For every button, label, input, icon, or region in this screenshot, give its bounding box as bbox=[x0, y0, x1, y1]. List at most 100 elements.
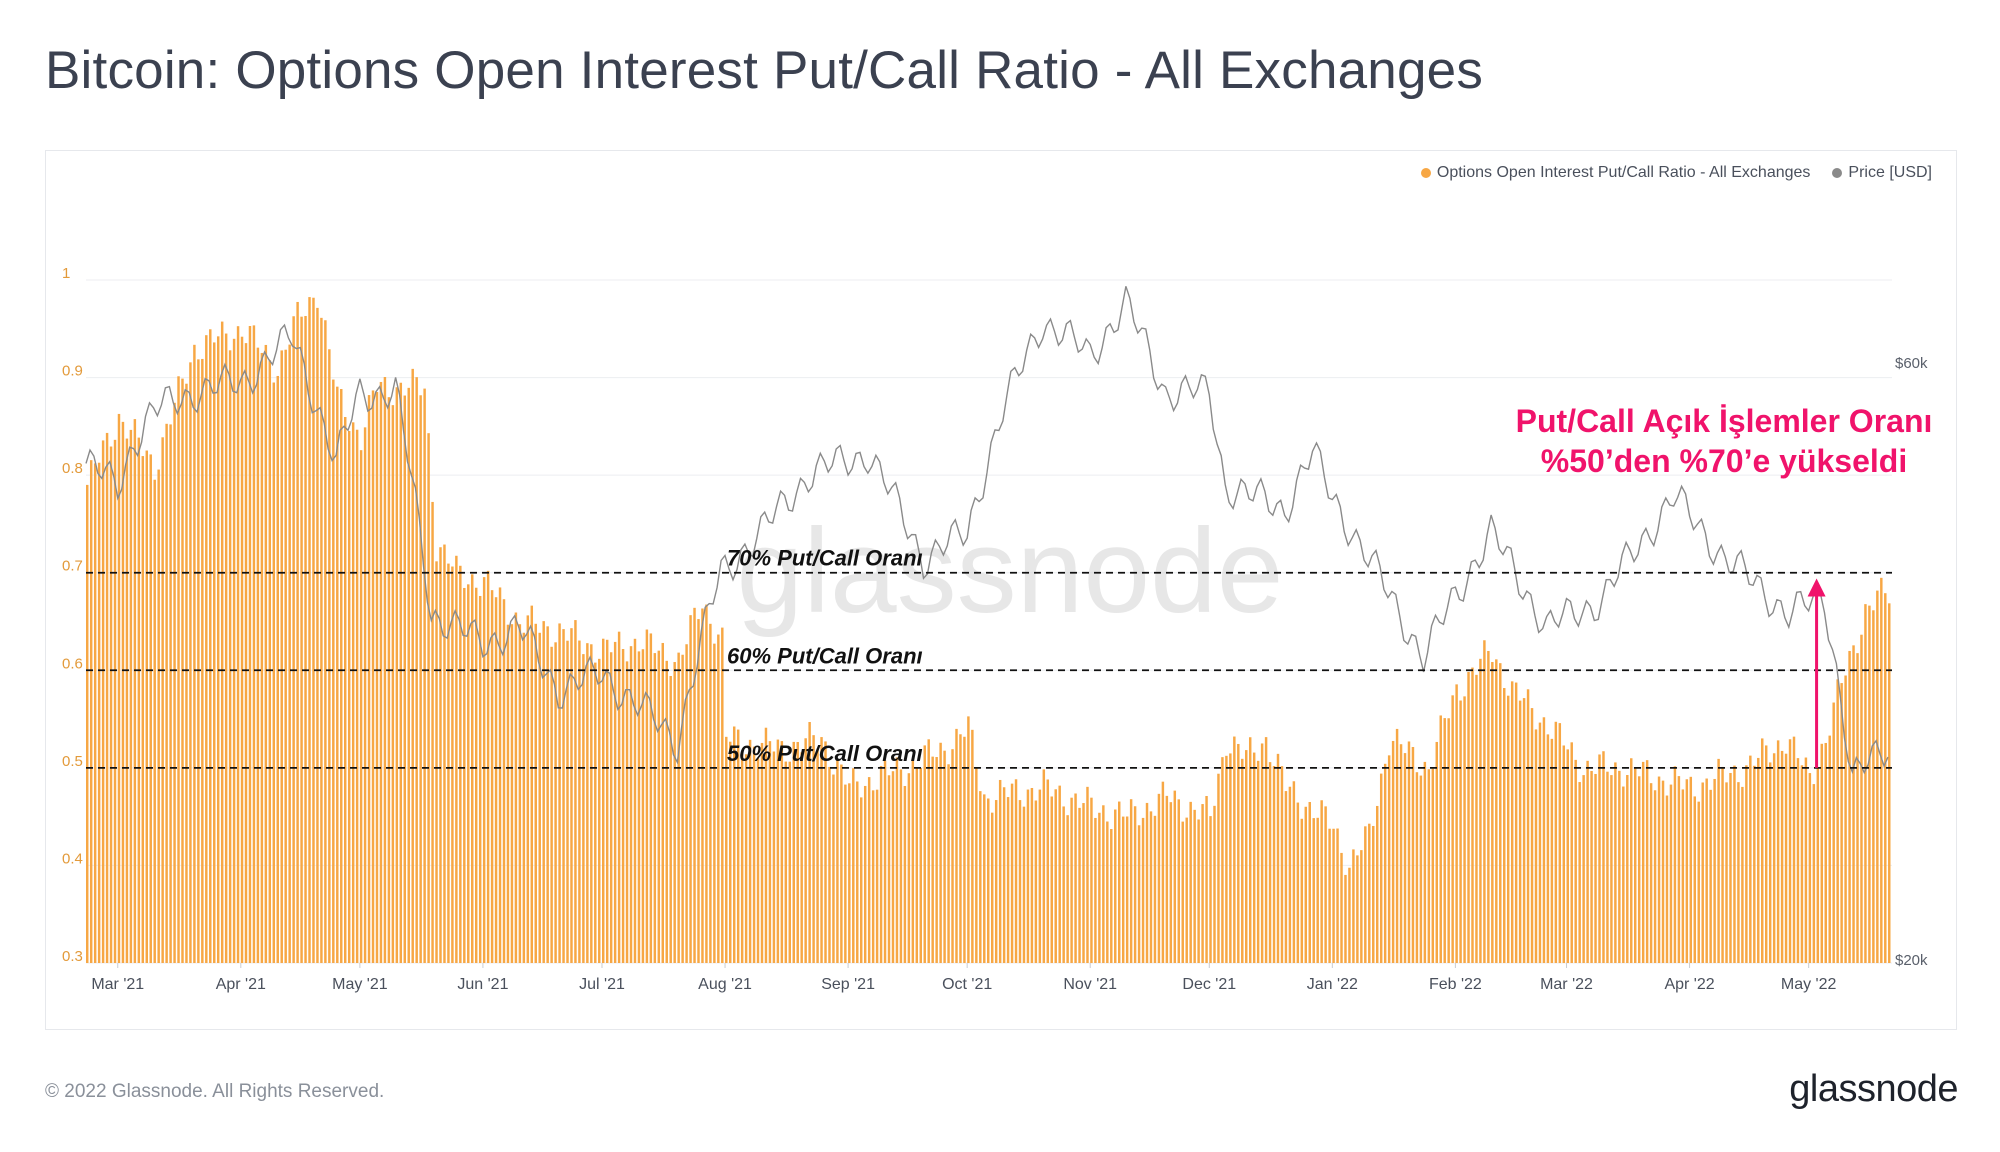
ratio-bar bbox=[1479, 658, 1482, 963]
ratio-bar bbox=[474, 587, 478, 963]
ratio-bar bbox=[336, 386, 339, 963]
ratio-bar bbox=[1757, 757, 1760, 963]
ratio-bar bbox=[1324, 806, 1327, 963]
ratio-bar bbox=[1491, 662, 1494, 963]
guide-line-label: 60% Put/Call Oranı bbox=[727, 643, 923, 668]
ratio-bar bbox=[1872, 610, 1875, 963]
ratio-bar bbox=[1082, 803, 1085, 963]
ratio-bar bbox=[1673, 766, 1677, 963]
ratio-bar bbox=[133, 419, 137, 963]
ratio-bar bbox=[344, 417, 347, 963]
ratio-bar bbox=[736, 729, 740, 963]
ratio-bar bbox=[983, 794, 986, 963]
ratio-bar bbox=[1657, 776, 1661, 963]
ratio-bar bbox=[1252, 752, 1256, 963]
ratio-bar bbox=[709, 623, 712, 963]
ratio-bar bbox=[1356, 855, 1359, 963]
ratio-bar bbox=[602, 638, 605, 963]
ratio-bar bbox=[1717, 758, 1720, 963]
ratio-bar bbox=[856, 781, 859, 963]
ratio-bar bbox=[1165, 795, 1169, 963]
ratio-bar bbox=[558, 623, 561, 963]
ratio-bar bbox=[1387, 755, 1391, 963]
ratio-bar bbox=[324, 320, 327, 963]
ratio-bar bbox=[1594, 773, 1597, 963]
ratio-bar bbox=[379, 381, 383, 963]
ratio-bar bbox=[185, 383, 188, 964]
ratio-bar bbox=[280, 350, 283, 963]
ratio-bar bbox=[153, 479, 156, 963]
ratio-bar bbox=[1864, 604, 1867, 963]
ratio-bar bbox=[340, 388, 343, 963]
legend-item-ratio[interactable]: Options Open Interest Put/Call Ratio - A… bbox=[1420, 164, 1810, 182]
ratio-bar bbox=[732, 726, 736, 963]
ratio-bar bbox=[990, 812, 994, 963]
ratio-bar bbox=[1804, 757, 1808, 963]
ratio-bar bbox=[1209, 816, 1212, 963]
ratio-bar bbox=[1725, 782, 1728, 963]
ratio-bar bbox=[189, 362, 192, 963]
ratio-bar bbox=[613, 641, 617, 963]
ratio-bar bbox=[1844, 675, 1847, 963]
ratio-bar bbox=[1245, 750, 1248, 963]
ratio-bar bbox=[1411, 747, 1415, 963]
ratio-bar bbox=[792, 741, 795, 963]
ratio-bar bbox=[367, 395, 371, 963]
x-tick-label: Feb '22 bbox=[1429, 976, 1482, 993]
y-left-tick-label: 1 bbox=[62, 265, 70, 282]
guide-line-label: 50% Put/Call Oranı bbox=[727, 741, 923, 766]
ratio-bar bbox=[1217, 773, 1220, 963]
ratio-bar bbox=[1852, 645, 1855, 963]
ratio-bar bbox=[1772, 753, 1776, 963]
ratio-bar bbox=[1098, 812, 1101, 963]
ratio-bar bbox=[1463, 696, 1466, 963]
ratio-bar bbox=[1070, 797, 1073, 963]
ratio-bar bbox=[113, 439, 117, 964]
ratio-bar bbox=[1630, 758, 1633, 963]
ratio-bar bbox=[550, 646, 553, 963]
ratio-bar bbox=[510, 624, 514, 963]
ratio-bar bbox=[205, 335, 208, 963]
ratio-bar bbox=[1697, 801, 1700, 963]
ratio-bar bbox=[157, 469, 160, 963]
ratio-bar bbox=[705, 604, 708, 963]
ratio-bar bbox=[347, 431, 351, 963]
ratio-bar bbox=[1729, 772, 1732, 963]
ratio-bar bbox=[1764, 745, 1768, 963]
x-tick-label: Jun '21 bbox=[457, 976, 508, 993]
x-tick-label: Dec '21 bbox=[1182, 976, 1236, 993]
ratio-bar bbox=[451, 566, 454, 963]
ratio-bar bbox=[1467, 671, 1470, 963]
ratio-bar bbox=[1693, 796, 1696, 963]
ratio-bar bbox=[1705, 778, 1708, 963]
ratio-bar bbox=[1721, 766, 1724, 963]
ratio-bar bbox=[784, 761, 788, 963]
ratio-bar bbox=[193, 344, 196, 963]
ratio-bar bbox=[566, 640, 569, 963]
ratio-bar bbox=[1022, 806, 1026, 963]
ratio-bar bbox=[729, 741, 732, 963]
ratio-bar bbox=[1201, 804, 1204, 963]
chart-legend: Options Open Interest Put/Call Ratio - A… bbox=[1420, 164, 1932, 182]
ratio-bar bbox=[1626, 775, 1629, 963]
y-left-tick-label: 0.6 bbox=[62, 655, 83, 672]
ratio-bar bbox=[1336, 828, 1339, 963]
ratio-bar bbox=[455, 555, 458, 963]
ratio-bar bbox=[1173, 790, 1177, 963]
ratio-bar bbox=[209, 329, 212, 963]
ratio-bar bbox=[1761, 738, 1764, 963]
ratio-bar bbox=[264, 344, 268, 963]
ratio-bar bbox=[1308, 802, 1311, 963]
ratio-bar bbox=[1391, 740, 1395, 963]
ratio-bar bbox=[272, 382, 276, 963]
ratio-bar bbox=[1546, 734, 1550, 963]
legend-item-price[interactable]: Price [USD] bbox=[1832, 164, 1932, 182]
x-tick-label: Oct '21 bbox=[942, 976, 992, 993]
ratio-bar bbox=[1455, 684, 1458, 963]
ratio-bar bbox=[439, 547, 442, 963]
ratio-bar bbox=[903, 785, 907, 963]
ratio-bar bbox=[1880, 577, 1883, 963]
ratio-bar bbox=[852, 768, 855, 963]
ratio-bar bbox=[490, 590, 494, 963]
ratio-bar bbox=[994, 800, 998, 963]
